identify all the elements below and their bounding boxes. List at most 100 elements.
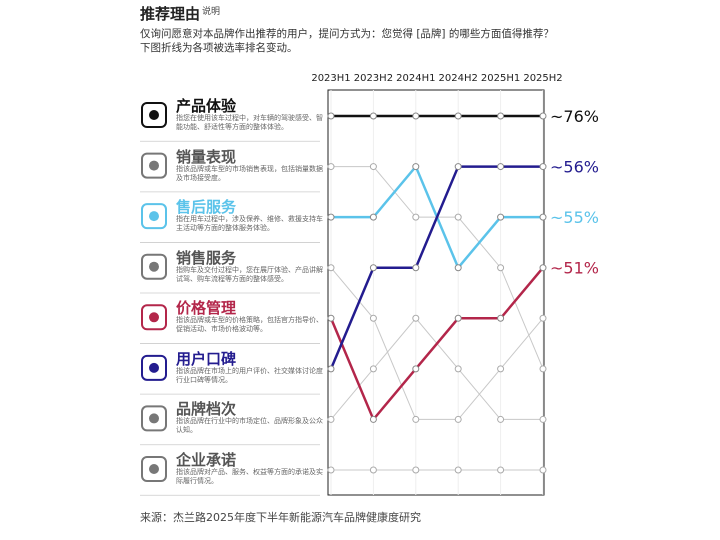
rank-point (412, 365, 420, 373)
subtitle: 下图折线为各项被选率排名变动。 (140, 42, 298, 54)
row-name: 售后服务 (176, 198, 237, 217)
row-description: 指该品牌在行业中的市场定位、品牌形象及公众认知。 (176, 417, 323, 435)
rank-point (412, 314, 420, 322)
row-icon-dot (149, 362, 159, 373)
row-icon (141, 253, 167, 280)
row-name: 产品体验 (176, 97, 237, 115)
title-note: 说明 (202, 7, 221, 17)
row-icon-dot (149, 312, 159, 323)
rank-line (329, 266, 544, 422)
row-icon-dot (149, 413, 159, 424)
subtitle: 仅询问愿意对本品牌作出推荐的用户，提问方式为：您觉得 [品牌] 的哪些方面值得推… (140, 28, 554, 40)
rank-line (330, 267, 544, 420)
row-description: 指该品牌对产品、服务、权益等方面的承诺及实际履行情况。 (176, 468, 323, 485)
rank-point (497, 466, 505, 474)
x-tick-label: 2025H1 (481, 73, 520, 84)
title: 推荐理由 (140, 5, 201, 23)
rank-line (331, 166, 544, 370)
row-icon-dot (149, 464, 159, 474)
rank-point (539, 163, 547, 171)
rank-point (327, 264, 335, 272)
rank-point (327, 466, 335, 474)
x-tick-label: 2025H2 (523, 73, 562, 84)
rank-point (539, 365, 547, 373)
plot-frame (327, 89, 545, 496)
rank-point (539, 264, 547, 272)
row-icon (141, 102, 167, 128)
rank-point (412, 466, 420, 474)
row-icon (141, 304, 167, 331)
rank-point (369, 415, 377, 423)
rank-point (454, 112, 462, 120)
x-tick-label: 2023H1 (311, 73, 350, 84)
row-icon-dot (149, 160, 159, 171)
rank-line (330, 317, 543, 420)
rank-point (497, 415, 505, 423)
rank-point (369, 213, 377, 221)
x-tick-label: 2024H2 (439, 73, 478, 84)
row-icon (141, 456, 167, 482)
x-tick-label: 2024H1 (396, 73, 435, 84)
rank-point (369, 163, 377, 171)
source: 来源：杰兰路2025年度下半年新能源汽车品牌健康度研究 (140, 511, 421, 524)
share-label: ~56% (550, 158, 599, 177)
rank-point (412, 112, 420, 120)
rank-point (369, 112, 377, 120)
row-icon-dot (149, 211, 159, 222)
rank-point (454, 365, 462, 373)
rank-point (539, 112, 547, 120)
rank-point (454, 264, 462, 272)
row-description: 指该品牌或车型的市场销售表现，包括销量数据及市场接受度。 (176, 164, 323, 182)
row-name: 价格管理 (176, 299, 237, 318)
rank-point (497, 314, 505, 322)
rank-point (497, 163, 505, 171)
rank-point (454, 415, 462, 423)
row-icon (141, 354, 167, 381)
rank-point (327, 365, 335, 373)
rank-point (327, 415, 335, 423)
rank-point (539, 213, 547, 221)
rank-line (329, 165, 543, 370)
rank-point (412, 264, 420, 272)
row-name: 品牌档次 (176, 400, 237, 419)
row-name: 销售服务 (176, 248, 237, 267)
rank-point (369, 466, 377, 474)
row-name: 企业承诺 (176, 451, 237, 469)
rank-point (497, 365, 505, 373)
row-icon-dot (149, 261, 159, 272)
rank-point (497, 213, 505, 221)
rank-point (539, 314, 547, 322)
rank-point (454, 466, 462, 474)
row-icon (141, 152, 167, 179)
rank-point (369, 365, 377, 373)
rank-point (412, 415, 420, 423)
rank-point (327, 163, 335, 171)
x-tick-label: 2023H2 (354, 73, 393, 84)
rank-point (369, 314, 377, 322)
rank-point (327, 314, 335, 322)
row-icon (141, 405, 167, 432)
share-label: ~76% (550, 107, 599, 126)
rank-point (369, 264, 377, 272)
rank-point (454, 314, 462, 322)
rank-point (412, 213, 420, 221)
rank-point (454, 163, 462, 171)
rank-point (327, 213, 335, 221)
rank-point (497, 264, 505, 272)
row-icon (141, 203, 167, 230)
row-description: 指您在使用该车过程中，对车辆的驾驶感受、智能功能、舒适性等方面的整体体验。 (176, 114, 323, 131)
row-description: 指该品牌或车型的价格策略，包括官方指导价、促销活动、市场价格波动等。 (176, 316, 323, 334)
row-name: 销量表现 (176, 147, 237, 166)
row-description: 指该品牌在市场上的用户评价、社交媒体讨论度行业口碑等情况。 (176, 366, 323, 384)
rank-point (454, 213, 462, 221)
rank-point (497, 112, 505, 120)
row-description: 指在用车过程中，涉及保养、维修、救援支持车主活动等方面的整体服务体验。 (176, 215, 323, 233)
row-icon-dot (149, 110, 159, 120)
rank-point (412, 163, 420, 171)
share-label: ~55% (550, 208, 599, 227)
rank-point (539, 415, 547, 423)
rank-point (539, 466, 547, 474)
rank-point (327, 112, 335, 120)
row-description: 指购车及交付过程中，您在展厅体验、产品讲解试驾、购车流程等方面的整体感受。 (176, 265, 323, 283)
